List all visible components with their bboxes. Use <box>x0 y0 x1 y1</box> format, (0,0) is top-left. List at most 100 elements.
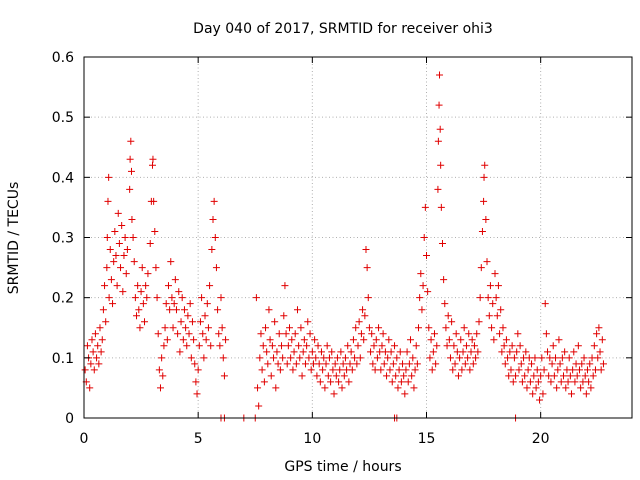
data-point <box>472 354 480 362</box>
data-point <box>394 384 402 392</box>
data-point <box>315 360 323 368</box>
data-point <box>437 203 445 211</box>
data-point <box>573 372 581 380</box>
data-point <box>201 312 209 320</box>
data-point <box>131 294 139 302</box>
data-point <box>362 246 370 254</box>
x-tick-label: 5 <box>194 431 203 447</box>
data-point <box>364 294 372 302</box>
data-point <box>278 342 286 350</box>
data-point <box>143 294 151 302</box>
data-point <box>461 360 469 368</box>
x-tick-label: 0 <box>80 431 89 447</box>
data-point <box>564 378 572 386</box>
data-point <box>514 330 522 338</box>
data-point <box>273 348 281 356</box>
data-points <box>81 71 607 422</box>
data-point <box>260 378 268 386</box>
data-point <box>335 378 343 386</box>
y-tick-label: 0.2 <box>52 291 74 307</box>
data-point <box>513 348 521 356</box>
data-point <box>200 354 208 362</box>
data-point <box>357 330 365 338</box>
data-point <box>427 336 435 344</box>
data-point <box>133 312 141 320</box>
data-point <box>529 390 537 398</box>
data-point <box>113 282 121 290</box>
data-point <box>134 282 142 290</box>
y-tick-label: 0.1 <box>52 351 74 367</box>
data-point <box>547 378 555 386</box>
data-point <box>329 366 337 374</box>
data-point <box>549 342 557 350</box>
data-point <box>387 348 395 356</box>
data-point <box>442 324 450 332</box>
data-point <box>582 390 590 398</box>
data-point <box>81 366 89 374</box>
data-point <box>183 342 191 350</box>
data-point <box>355 318 363 326</box>
data-point <box>255 402 263 410</box>
data-point <box>203 300 211 308</box>
data-point <box>107 276 115 284</box>
data-point <box>288 336 296 344</box>
data-point <box>430 330 438 338</box>
data-point <box>112 252 120 260</box>
data-point <box>308 348 316 356</box>
data-point <box>154 330 162 338</box>
data-point <box>207 342 215 350</box>
data-point <box>363 264 371 272</box>
y-tick-label: 0.5 <box>52 110 74 126</box>
data-point <box>195 342 203 350</box>
data-point <box>220 372 228 380</box>
data-point <box>115 240 123 248</box>
data-point <box>404 378 412 386</box>
data-point <box>460 324 468 332</box>
data-point <box>198 294 206 302</box>
data-point <box>384 354 392 362</box>
data-point <box>338 384 346 392</box>
data-point <box>540 366 548 374</box>
data-point <box>593 330 601 338</box>
data-point <box>370 342 378 350</box>
data-point <box>416 294 424 302</box>
data-point <box>571 378 579 386</box>
data-point <box>156 384 164 392</box>
data-point <box>569 366 577 374</box>
data-point <box>93 354 101 362</box>
data-point <box>377 366 385 374</box>
data-point <box>397 378 405 386</box>
y-tick-label: 0.3 <box>52 231 74 247</box>
data-point <box>448 318 456 326</box>
data-point <box>210 197 218 205</box>
data-point <box>305 354 313 362</box>
data-point <box>101 282 109 290</box>
data-point <box>330 390 338 398</box>
data-point <box>399 360 407 368</box>
data-point <box>493 312 501 320</box>
data-point <box>332 372 340 380</box>
data-point <box>496 330 504 338</box>
data-point <box>222 336 230 344</box>
data-point <box>450 342 458 350</box>
data-point <box>353 360 361 368</box>
data-point <box>151 227 159 235</box>
data-point <box>193 390 201 398</box>
data-point <box>438 240 446 248</box>
axes: 0 0.1 0.2 0.3 0.4 0.5 0.6 0 5 10 15 20 <box>52 50 633 447</box>
data-point <box>109 300 117 308</box>
data-point <box>345 378 353 386</box>
data-point <box>392 372 400 380</box>
data-point <box>114 209 122 217</box>
data-point <box>123 246 131 254</box>
data-point <box>375 324 383 332</box>
data-point <box>344 342 352 350</box>
data-point <box>361 312 369 320</box>
data-point <box>443 342 451 350</box>
data-point <box>295 342 303 350</box>
data-point <box>433 342 441 350</box>
data-point <box>587 384 595 392</box>
data-point <box>274 360 282 368</box>
data-point <box>276 366 284 374</box>
data-point <box>488 324 496 332</box>
